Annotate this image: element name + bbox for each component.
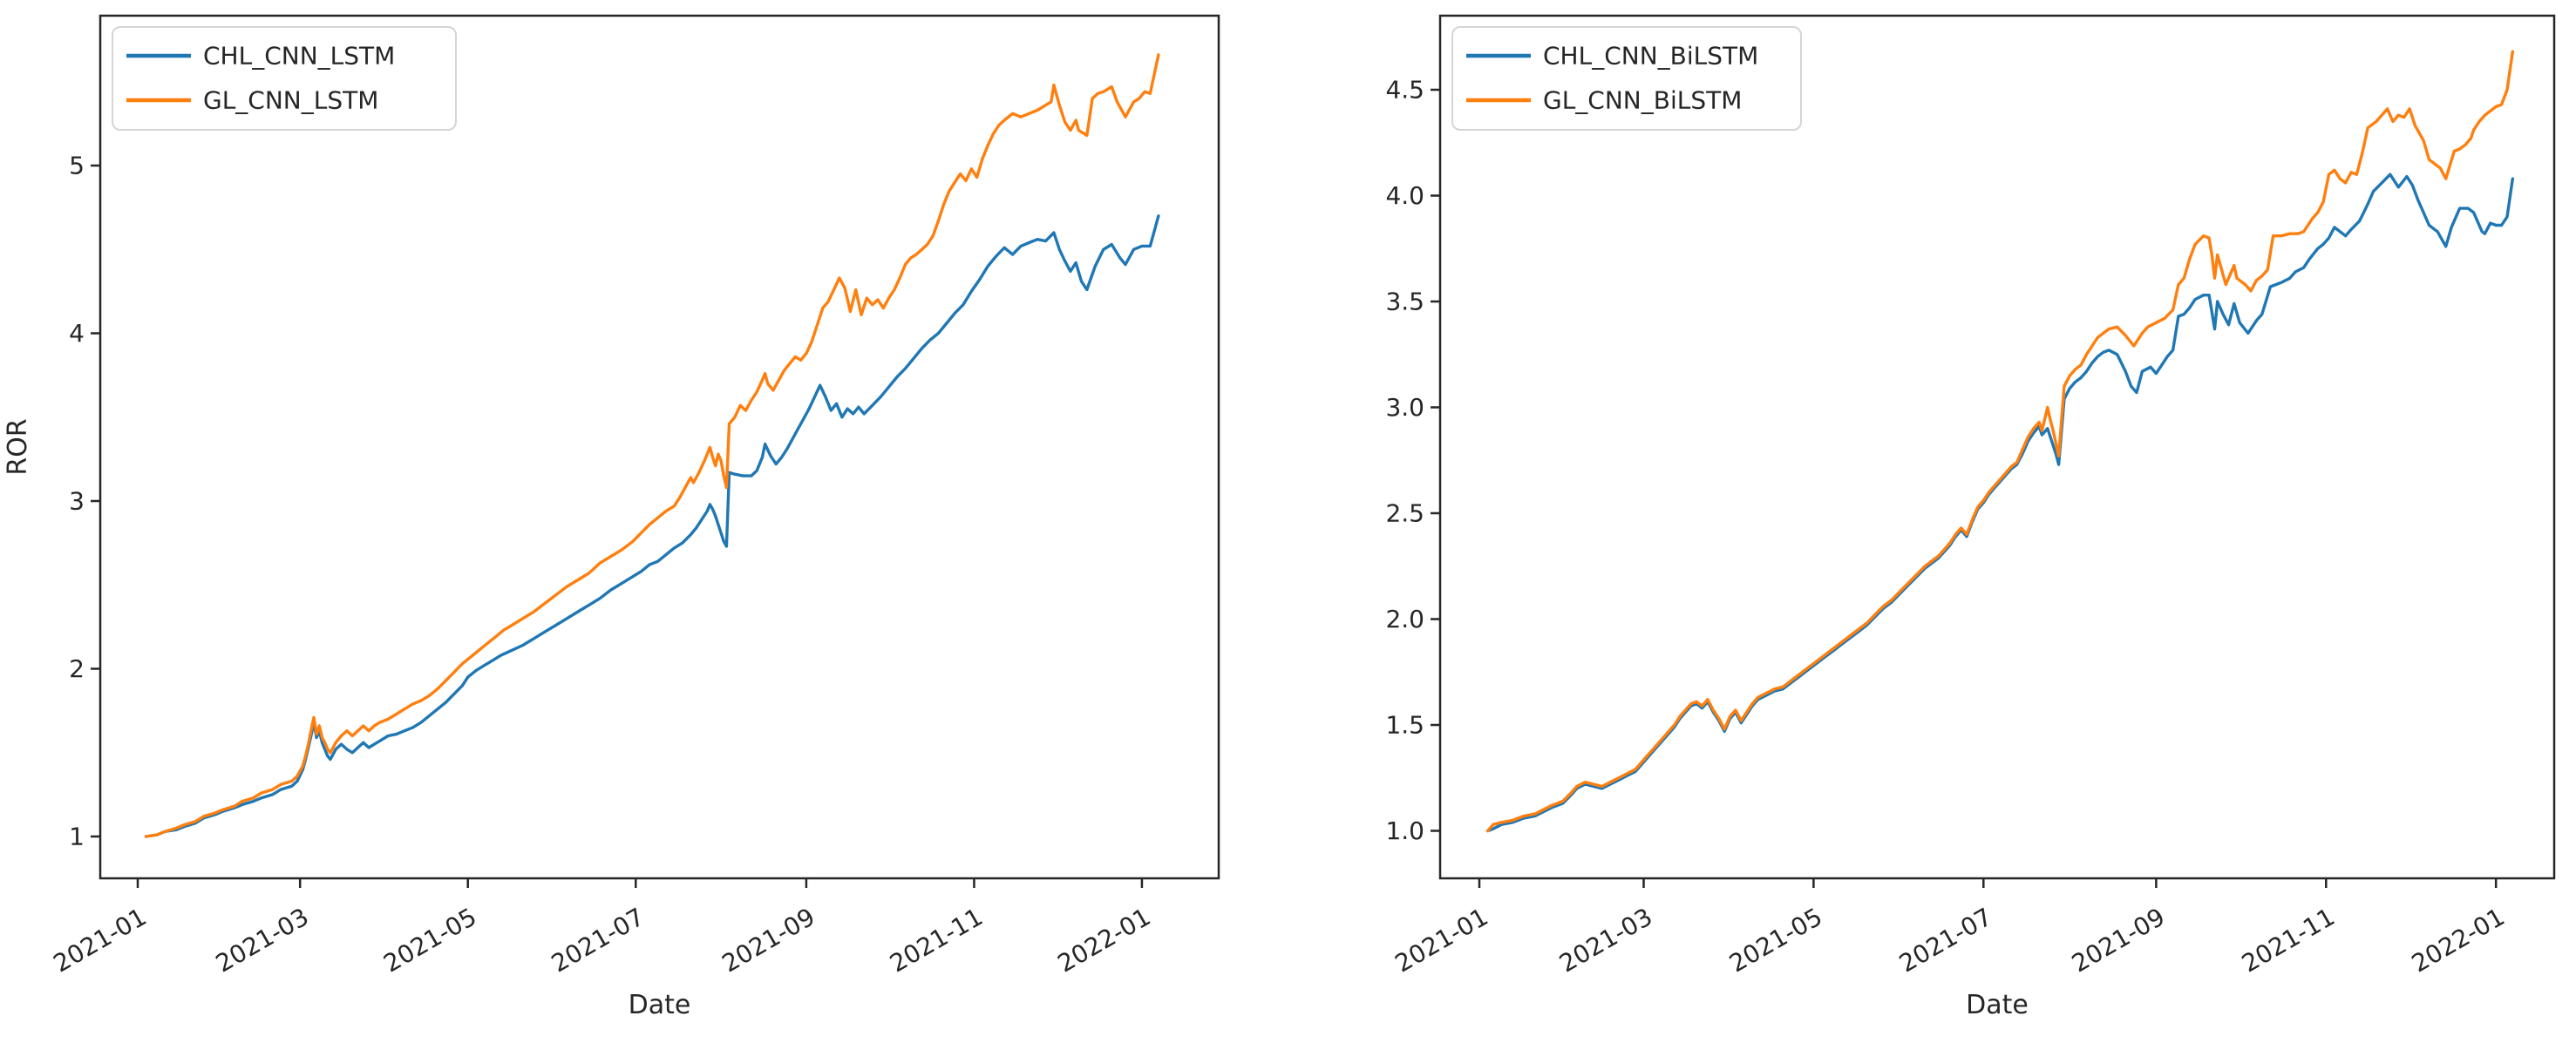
right-chart: 1.0 1.5 2.0 2.5 3.0 3.5 4.0 4.5 2021-01 2021-03 20… bbox=[1385, 14, 2556, 1020]
legend: CHL_CNN_LSTM GL_CNN_LSTM bbox=[112, 26, 457, 131]
series-line-GL_CNN_BiLSTM bbox=[1485, 50, 2515, 833]
x-tick-label: 2021-01 bbox=[1390, 902, 1493, 978]
legend-label-GL_CNN_LSTM: GL_CNN_LSTM bbox=[203, 86, 378, 115]
legend-label-CHL_CNN_LSTM: CHL_CNN_LSTM bbox=[203, 42, 395, 71]
y-tick-label: 4.5 bbox=[1385, 76, 1424, 105]
y-tick-label: 3 bbox=[69, 487, 85, 516]
x-tick-label: 2021-11 bbox=[2237, 902, 2340, 978]
y-tick-label: 2.0 bbox=[1385, 605, 1424, 633]
plot-frame bbox=[1438, 14, 2556, 880]
y-tick-label: 2.5 bbox=[1385, 499, 1424, 528]
x-axis-title: Date bbox=[629, 990, 691, 1020]
legend-box bbox=[112, 26, 457, 131]
x-tick-label: 2021-09 bbox=[2067, 902, 2170, 978]
y-tick-label: 3.5 bbox=[1385, 288, 1424, 316]
y-tick-label: 4 bbox=[69, 319, 85, 348]
y-tick-label: 1.0 bbox=[1385, 816, 1424, 845]
plot-frame bbox=[99, 14, 1220, 880]
y-tick-label: 1 bbox=[69, 823, 85, 851]
x-tick-label: 2021-05 bbox=[1724, 902, 1827, 978]
x-tick-label: 2022-01 bbox=[1053, 902, 1156, 978]
series-line-CHL_CNN_BiLSTM bbox=[1485, 173, 2515, 833]
y-tick-label: 2 bbox=[69, 654, 85, 683]
x-tick-label: 2021-01 bbox=[49, 902, 152, 978]
series-line-GL_CNN_LSTM bbox=[144, 53, 1160, 838]
x-axis-title: Date bbox=[1966, 990, 2029, 1020]
y-tick-label: 3.0 bbox=[1385, 393, 1424, 422]
x-tick-label: 2021-09 bbox=[717, 902, 820, 978]
legend-box bbox=[1451, 26, 1802, 131]
left-chart: 1 2 3 4 5 2021-01 2021-03 2021-05 2021-07 2021-09… bbox=[3, 14, 1220, 1020]
x-tick-label: 2021-07 bbox=[547, 902, 649, 978]
x-tick-label: 2021-07 bbox=[1894, 902, 1997, 978]
y-tick-label: 4.0 bbox=[1385, 181, 1424, 210]
x-tick-label: 2021-05 bbox=[378, 902, 481, 978]
legend: CHL_CNN_BiLSTM GL_CNN_BiLSTM bbox=[1451, 26, 1802, 131]
y-axis-title: ROR bbox=[3, 418, 33, 475]
y-tick-label: 5 bbox=[69, 152, 85, 180]
y-tick-label: 1.5 bbox=[1385, 711, 1424, 740]
legend-label-CHL_CNN_BiLSTM: CHL_CNN_BiLSTM bbox=[1543, 42, 1758, 71]
x-tick-label: 2022-01 bbox=[2407, 902, 2510, 978]
legend-label-GL_CNN_BiLSTM: GL_CNN_BiLSTM bbox=[1543, 86, 1742, 115]
x-tick-label: 2021-03 bbox=[1554, 902, 1657, 978]
series-line-CHL_CNN_LSTM bbox=[144, 214, 1160, 838]
x-tick-label: 2021-11 bbox=[885, 902, 988, 978]
x-tick-label: 2021-03 bbox=[211, 902, 314, 978]
